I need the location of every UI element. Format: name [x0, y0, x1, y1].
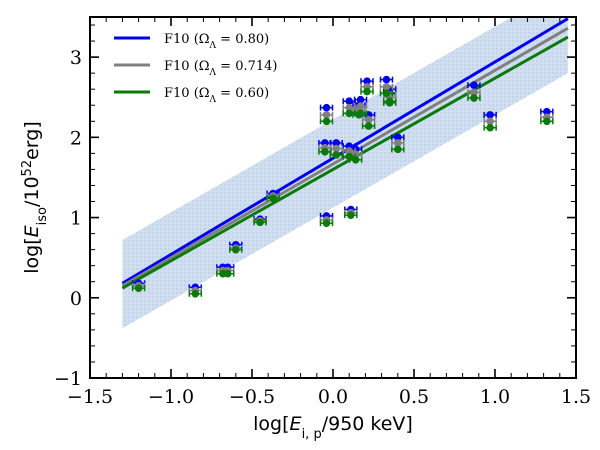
- data-point-2-13: [345, 103, 354, 112]
- y-tick-label: 3: [70, 47, 82, 69]
- data-point-3-14: [347, 211, 355, 219]
- data-point-2-23: [394, 139, 402, 147]
- x-axis-title: log[Ei, p/950 keV]: [253, 413, 413, 442]
- data-point-3-10: [321, 147, 329, 156]
- data-point-1-20: [382, 75, 391, 84]
- y-axis-title: log[Eiso/1052erg]: [20, 121, 50, 274]
- data-point-3-9: [322, 117, 331, 126]
- data-point-2-12: [345, 147, 354, 155]
- x-tick-label: −1.5: [67, 386, 113, 408]
- data-point-3-18: [363, 87, 371, 96]
- data-point-2-24: [470, 88, 478, 97]
- data-point-1-11: [332, 139, 341, 147]
- data-point-2-11: [332, 144, 341, 153]
- data-point-3-24: [470, 94, 478, 102]
- data-point-3-23: [394, 145, 402, 154]
- data-point-1-24: [470, 81, 478, 89]
- data-point-1-9: [322, 103, 331, 112]
- y-tick-label: 0: [70, 288, 82, 310]
- legend: F10 (ΩΛ = 0.80) F10 (ΩΛ = 0.714) F10 (ΩΛ =…: [114, 32, 278, 105]
- legend-label-3: F10 (ΩΛ = 0.60): [164, 86, 269, 105]
- data-point-1-18: [363, 77, 371, 85]
- x-tick-label: −1.0: [148, 386, 194, 408]
- data-point-1-17: [356, 95, 365, 104]
- y-tick-label: 2: [70, 127, 82, 149]
- legend-label-1: F10 (ΩΛ = 0.80): [164, 32, 269, 51]
- plot-area: [121, 17, 569, 329]
- data-point-2-20: [382, 82, 391, 91]
- data-point-2-19: [364, 115, 373, 124]
- data-point-3-26: [543, 117, 551, 126]
- data-point-3-11: [332, 151, 341, 159]
- y-tick-label: 1: [70, 208, 82, 230]
- x-tick-label: −0.5: [229, 386, 275, 408]
- data-point-3-15: [351, 155, 360, 164]
- axes: −1.5 −1.0 −0.5 0.0 0.5 1.0 1.5 −1 0 1 2 3 log[Ei, p/…: [20, 16, 591, 442]
- x-tick-label: 0.5: [399, 386, 429, 408]
- data-point-1-25: [486, 111, 494, 119]
- data-point-1-26: [543, 107, 551, 116]
- x-tick-label: 0.0: [318, 386, 348, 408]
- data-point-3-22: [385, 97, 394, 106]
- data-point-2-17: [356, 102, 365, 110]
- x-tick-label: 1.5: [561, 386, 591, 408]
- data-point-3-20: [382, 89, 391, 98]
- data-point-2-25: [486, 117, 494, 126]
- data-point-3-6: [256, 218, 264, 227]
- legend-label-2: F10 (ΩΛ = 0.714): [164, 59, 278, 78]
- data-point-3-12: [345, 152, 354, 161]
- data-point-3-19: [364, 122, 373, 130]
- data-point-3-1: [134, 284, 143, 292]
- fit-line-3: [121, 35, 569, 290]
- data-point-3-4: [223, 269, 232, 278]
- data-point-3-17: [356, 109, 365, 118]
- x-tick-label: 1.0: [480, 386, 510, 408]
- y-tick-label: −1: [54, 368, 82, 390]
- data-point-1-13: [345, 97, 354, 106]
- data-point-3-7: [269, 194, 277, 203]
- data-point-3-13: [345, 109, 354, 118]
- data-point-3-25: [486, 123, 494, 132]
- data-point-3-5: [232, 245, 240, 254]
- data-point-1-23: [394, 133, 402, 142]
- data-point-3-8: [322, 219, 331, 227]
- data-point-3-2: [191, 289, 200, 298]
- data-point-2-9: [322, 111, 331, 119]
